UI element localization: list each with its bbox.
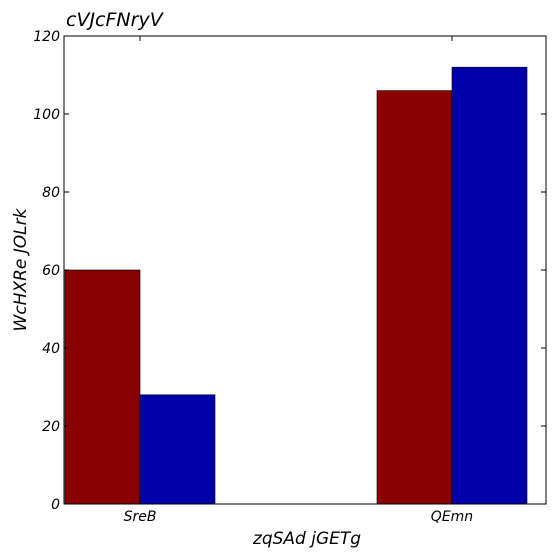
bar-QEmn-series-2 (451, 66, 528, 505)
y-tick-label: 60 (42, 263, 60, 279)
y-tick-label: 80 (42, 185, 60, 201)
x-tick-label: SreB (124, 509, 157, 525)
ticks-group: SreB QEmn 0 20 40 60 80 100 120 (33, 29, 546, 525)
chart-title: cVJcFNryV (66, 9, 165, 31)
y-axis-label: WcHXRe JOLrk (11, 207, 31, 331)
x-axis-label: zqSAd jGETg (252, 529, 361, 549)
bar-SreB-series-1 (64, 269, 141, 505)
bars-group (64, 66, 528, 505)
y-tick-label: 40 (42, 341, 60, 357)
y-tick-label: 120 (33, 29, 60, 45)
x-tick-label: QEmn (431, 509, 473, 525)
bar-QEmn-series-1 (376, 90, 453, 505)
y-tick-label: 0 (51, 497, 60, 513)
y-tick-label: 100 (33, 107, 60, 123)
plot-frame (63, 35, 547, 505)
y-tick-label: 20 (42, 419, 60, 435)
bar-SreB-series-2 (139, 394, 216, 505)
